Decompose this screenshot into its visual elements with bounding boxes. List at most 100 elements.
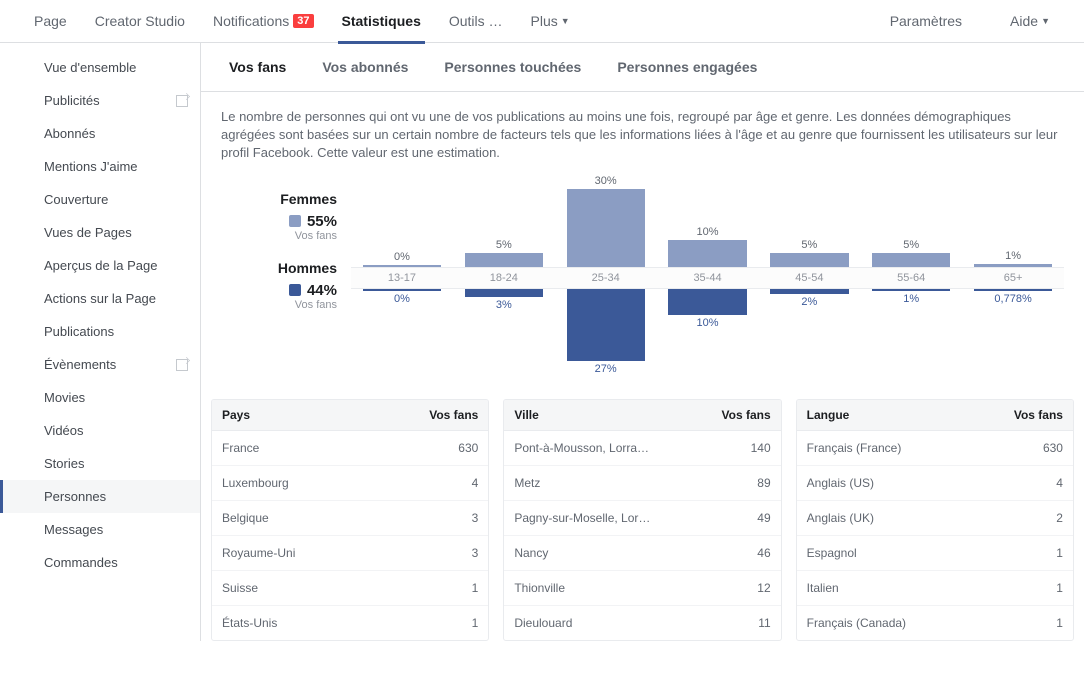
axis-label: 65+ — [962, 268, 1064, 288]
axis-label: 25-34 — [555, 268, 657, 288]
table-row[interactable]: Thionville12 — [504, 571, 780, 606]
table-row[interactable]: Nancy46 — [504, 536, 780, 571]
table-row[interactable]: Suisse1 — [212, 571, 488, 606]
table-row[interactable]: Italien1 — [797, 571, 1073, 606]
table-cell: 1 — [1023, 606, 1073, 640]
sidebar-item[interactable]: Vidéos — [0, 414, 200, 447]
table-row[interactable]: Pagny-sur-Moselle, Lor…49 — [504, 501, 780, 536]
table-cell: Metz — [504, 466, 730, 500]
bar-male — [770, 289, 848, 294]
bar-label: 0% — [394, 251, 410, 263]
chart-bars: 0%5%30%10%5%5%1% 13-1718-2425-3435-4445-… — [351, 173, 1064, 383]
notification-badge: 37 — [293, 14, 313, 28]
bar-label: 0% — [394, 293, 410, 305]
sidebar-item-label: Commandes — [44, 555, 118, 570]
tab[interactable]: Vos abonnés — [304, 43, 426, 91]
sidebar-item[interactable]: Commandes — [0, 546, 200, 579]
sidebar-item[interactable]: Abonnés — [0, 117, 200, 150]
sidebar-item[interactable]: Publications — [0, 315, 200, 348]
sidebar-item[interactable]: Évènements — [0, 348, 200, 381]
table-row[interactable]: Anglais (UK)2 — [797, 501, 1073, 536]
table-row[interactable]: Belgique3 — [212, 501, 488, 536]
chart-col: 3% — [453, 289, 555, 383]
topnav-item[interactable]: Outils … — [435, 0, 517, 43]
sidebar-item[interactable]: Vue d'ensemble — [0, 51, 200, 84]
bar-label: 5% — [801, 239, 817, 251]
top-nav-left: PageCreator StudioNotifications37Statist… — [20, 0, 876, 43]
table-cell: Pont-à-Mousson, Lorra… — [504, 431, 730, 465]
bar-male — [872, 289, 950, 292]
table-cell: Italien — [797, 571, 1023, 605]
table-row[interactable]: Français (France)630 — [797, 431, 1073, 466]
table-row[interactable]: Metz89 — [504, 466, 780, 501]
sidebar-item[interactable]: Movies — [0, 381, 200, 414]
sidebar-item[interactable]: Stories — [0, 447, 200, 480]
sidebar-item-label: Mentions J'aime — [44, 159, 138, 174]
sidebar-item[interactable]: Aperçus de la Page — [0, 249, 200, 282]
table-row[interactable]: Espagnol1 — [797, 536, 1073, 571]
sidebar-item-label: Vues de Pages — [44, 225, 132, 240]
table-header-cell[interactable]: Vos fans — [1004, 400, 1073, 430]
table-cell: 2 — [1023, 501, 1073, 535]
table-header-cell[interactable]: Pays — [212, 400, 419, 430]
table-row[interactable]: Royaume-Uni3 — [212, 536, 488, 571]
table-header-cell[interactable]: Ville — [504, 400, 711, 430]
table-cell: Français (France) — [797, 431, 1023, 465]
table-cell: 140 — [731, 431, 781, 465]
topnav-item[interactable]: Creator Studio — [81, 0, 199, 43]
bar-female — [974, 264, 1052, 267]
tab[interactable]: Personnes touchées — [426, 43, 599, 91]
table-header-cell[interactable]: Langue — [797, 400, 1004, 430]
table-row[interactable]: Pont-à-Mousson, Lorra…140 — [504, 431, 780, 466]
chart-legend: Femmes 55% Vos fans Hommes 44% Vos fans — [221, 173, 351, 383]
sidebar-item-label: Messages — [44, 522, 103, 537]
axis-label: 35-44 — [657, 268, 759, 288]
sidebar-item[interactable]: Actions sur la Page — [0, 282, 200, 315]
bar-female — [363, 265, 441, 267]
legend-male-swatch — [289, 284, 301, 296]
table-row[interactable]: États-Unis1 — [212, 606, 488, 640]
tab[interactable]: Vos fans — [211, 43, 304, 91]
table-lang: LangueVos fansFrançais (France)630Anglai… — [796, 399, 1074, 641]
table-header-cell[interactable]: Vos fans — [712, 400, 781, 430]
table-cell: Belgique — [212, 501, 438, 535]
axis-label: 55-64 — [860, 268, 962, 288]
sidebar-item-label: Aperçus de la Page — [44, 258, 157, 273]
topnav-item[interactable]: Paramètres — [876, 0, 976, 43]
table-cell: 11 — [731, 606, 781, 640]
sidebar-item[interactable]: Mentions J'aime — [0, 150, 200, 183]
sidebar-item[interactable]: Messages — [0, 513, 200, 546]
topnav-item[interactable]: Page — [20, 0, 81, 43]
table-header-cell[interactable]: Vos fans — [419, 400, 488, 430]
chart-col: 5% — [453, 173, 555, 267]
sidebar-item[interactable]: Vues de Pages — [0, 216, 200, 249]
table-cell: Royaume-Uni — [212, 536, 438, 570]
bar-label: 30% — [595, 175, 617, 187]
sidebar-item[interactable]: Couverture — [0, 183, 200, 216]
table-row[interactable]: Luxembourg4 — [212, 466, 488, 501]
chart-col: 1% — [860, 289, 962, 383]
table-row[interactable]: France630 — [212, 431, 488, 466]
table-country: PaysVos fansFrance630Luxembourg4Belgique… — [211, 399, 489, 641]
table-row[interactable]: Anglais (US)4 — [797, 466, 1073, 501]
table-row[interactable]: Dieulouard11 — [504, 606, 780, 640]
demographic-chart: Femmes 55% Vos fans Hommes 44% Vos fans — [201, 173, 1084, 393]
topnav-item[interactable]: Statistiques — [328, 0, 435, 43]
sidebar-item[interactable]: Personnes — [0, 480, 200, 513]
table-cell: 1 — [438, 606, 488, 640]
topnav-item[interactable]: Notifications37 — [199, 0, 328, 43]
table-cell: 4 — [1023, 466, 1073, 500]
table-cell: 630 — [1023, 431, 1073, 465]
topnav-item[interactable]: Plus▼ — [517, 0, 584, 43]
sidebar-item-label: Abonnés — [44, 126, 95, 141]
bar-female — [872, 253, 950, 266]
table-cell: Français (Canada) — [797, 606, 1023, 640]
sidebar-item[interactable]: Publicités — [0, 84, 200, 117]
chart-col: 5% — [860, 173, 962, 267]
table-row[interactable]: Français (Canada)1 — [797, 606, 1073, 640]
topnav-item[interactable]: Aide▼ — [996, 0, 1064, 43]
legend-male-pct-row: 44% — [221, 282, 337, 299]
tab[interactable]: Personnes engagées — [599, 43, 775, 91]
layout: Vue d'ensemblePublicités Abonnés Mentions … — [0, 43, 1084, 641]
bar-male — [465, 289, 543, 297]
